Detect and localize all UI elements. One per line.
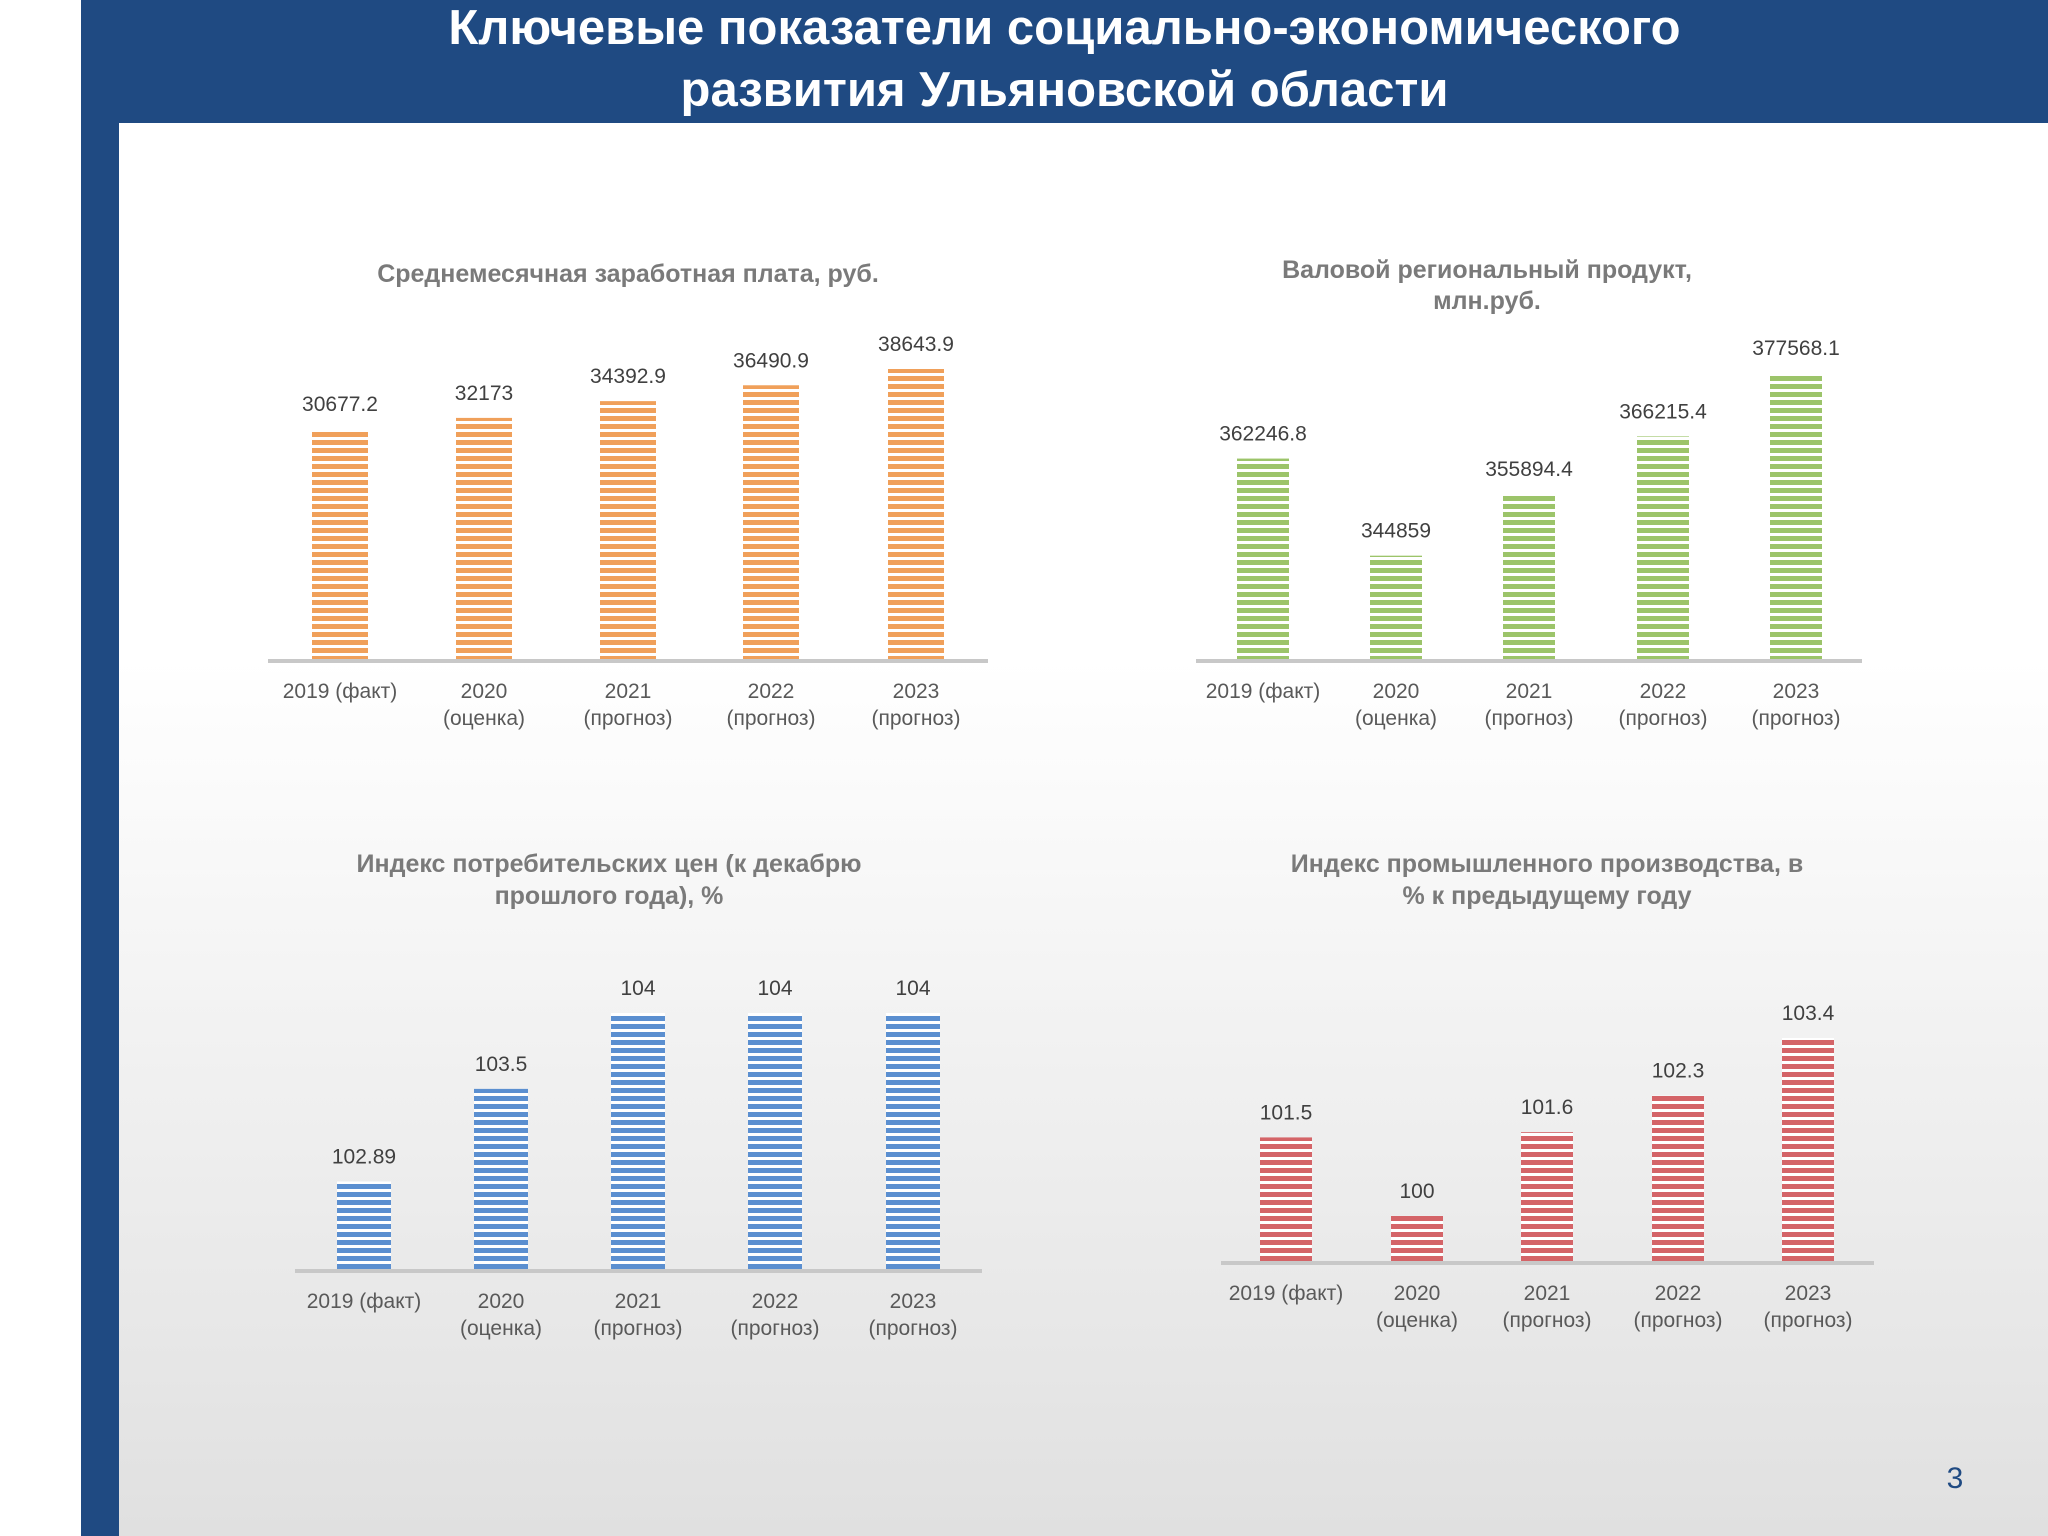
chart-1-value-label-1: 30677.2 bbox=[302, 393, 378, 416]
chart-2-bar-2 bbox=[1370, 555, 1422, 661]
chart-1-tick-label-4-line-1: 2022 bbox=[748, 680, 795, 703]
header-bar bbox=[81, 0, 2048, 123]
chart-2-tick-label-4-line-1: 2022 bbox=[1640, 680, 1687, 703]
chart-2-value-label-1: 362246.8 bbox=[1219, 423, 1307, 446]
chart-3-value-label-1: 102.89 bbox=[332, 1145, 396, 1168]
page-number: 3 bbox=[1946, 1462, 1964, 1495]
chart-3-bar-3 bbox=[611, 1013, 665, 1271]
chart-2-value-label-2: 344859 bbox=[1361, 520, 1431, 543]
chart-4-tick-label-4-line-1: 2022 bbox=[1655, 1282, 1702, 1305]
chart-4-value-label-3: 101.6 bbox=[1521, 1096, 1574, 1119]
chart-1-bar-3 bbox=[600, 401, 656, 661]
chart-1-tick-label-2-line-1: 2020 bbox=[461, 680, 508, 703]
chart-3-tick-label-2-line-1: 2020 bbox=[478, 1290, 525, 1313]
chart-4-tick-label-5-line-2: (прогноз) bbox=[1763, 1309, 1852, 1332]
chart-3-tick-label-5-line-2: (прогноз) bbox=[868, 1317, 957, 1340]
chart-2-tick-label-5-line-1: 2023 bbox=[1773, 680, 1820, 703]
left-accent-bar bbox=[81, 0, 119, 1536]
chart-4-bar-5 bbox=[1782, 1038, 1834, 1263]
chart-3-value-label-4: 104 bbox=[757, 977, 792, 1000]
chart-4-bar-2 bbox=[1391, 1215, 1443, 1263]
chart-3-tick-label-1: 2019 (факт) bbox=[307, 1290, 422, 1313]
chart-1-bar-5 bbox=[888, 369, 944, 661]
chart-1-value-label-5: 38643.9 bbox=[878, 333, 954, 356]
chart-4-tick-label-3-line-1: 2021 bbox=[1524, 1282, 1571, 1305]
chart-3-tick-label-4-line-2: (прогноз) bbox=[730, 1317, 819, 1340]
chart-1-tick-label-3-line-1: 2021 bbox=[605, 680, 652, 703]
chart-3-tick-label-5-line-1: 2023 bbox=[890, 1290, 937, 1313]
chart-2: Валовой региональный продукт, млн.руб. 362… bbox=[1196, 256, 1862, 730]
chart-2-value-label-4: 366215.4 bbox=[1619, 400, 1707, 423]
chart-4-value-label-4: 102.3 bbox=[1652, 1060, 1705, 1083]
page-title-line-2: развития Ульяновской области bbox=[680, 63, 1449, 117]
chart-2-title-line-1: Валовой региональный продукт, bbox=[1282, 256, 1692, 284]
chart-3-bar-2 bbox=[474, 1088, 528, 1271]
chart-3-tick-label-3-line-2: (прогноз) bbox=[593, 1317, 682, 1340]
chart-2-tick-label-5-line-2: (прогноз) bbox=[1751, 707, 1840, 730]
content-area bbox=[119, 123, 2048, 1536]
chart-1-tick-label-3-line-2: (прогноз) bbox=[583, 707, 672, 730]
chart-2-tick-label-4-line-2: (прогноз) bbox=[1618, 707, 1707, 730]
chart-2-title-line-2: млн.руб. bbox=[1433, 287, 1541, 315]
chart-4-bar-3 bbox=[1521, 1132, 1573, 1263]
chart-2-bar-3 bbox=[1503, 494, 1555, 661]
chart-4-tick-label-3-line-2: (прогноз) bbox=[1502, 1309, 1591, 1332]
chart-2-tick-label-2-line-1: 2020 bbox=[1373, 680, 1420, 703]
chart-1-value-label-4: 36490.9 bbox=[733, 349, 809, 372]
chart-4: Индекс промышленного производства, в % к … bbox=[1221, 850, 1874, 1332]
chart-1-tick-label-5-line-2: (прогноз) bbox=[871, 707, 960, 730]
chart-1-tick-label-2-line-2: (оценка) bbox=[443, 707, 525, 730]
chart-3-value-label-5: 104 bbox=[895, 977, 930, 1000]
chart-1-value-label-2: 32173 bbox=[455, 382, 513, 405]
chart-3-title-line-1: Индекс потребительских цен (к декабрю bbox=[357, 850, 862, 878]
chart-4-tick-label-2-line-1: 2020 bbox=[1394, 1282, 1441, 1305]
chart-2-tick-label-3-line-1: 2021 bbox=[1506, 680, 1553, 703]
chart-1: Среднемесячная заработная плата, руб. 306… bbox=[268, 260, 988, 730]
chart-3-tick-label-2-line-2: (оценка) bbox=[460, 1317, 542, 1340]
chart-4-bar-4 bbox=[1652, 1095, 1704, 1263]
chart-3-value-label-2: 103.5 bbox=[475, 1053, 528, 1076]
chart-4-value-label-5: 103.4 bbox=[1782, 1002, 1835, 1025]
chart-2-tick-label-1: 2019 (факт) bbox=[1206, 680, 1321, 703]
chart-2-bar-5 bbox=[1770, 373, 1822, 661]
chart-4-bar-1 bbox=[1260, 1137, 1312, 1263]
chart-1-tick-label-4-line-2: (прогноз) bbox=[726, 707, 815, 730]
chart-4-tick-label-4-line-2: (прогноз) bbox=[1633, 1309, 1722, 1332]
chart-4-tick-label-1: 2019 (факт) bbox=[1229, 1282, 1344, 1305]
chart-1-tick-label-1: 2019 (факт) bbox=[283, 680, 398, 703]
chart-3-bar-4 bbox=[748, 1013, 802, 1271]
page-title-line-1: Ключевые показатели социально-экономичес… bbox=[448, 1, 1681, 55]
chart-4-tick-label-2-line-2: (оценка) bbox=[1376, 1309, 1458, 1332]
chart-1-bar-1 bbox=[312, 429, 368, 661]
chart-3-title-line-2: прошлого года), % bbox=[495, 882, 724, 910]
chart-3-bar-5 bbox=[886, 1013, 940, 1271]
chart-4-title-line-1: Индекс промышленного производства, в bbox=[1291, 850, 1803, 878]
chart-4-value-label-2: 100 bbox=[1399, 1180, 1434, 1203]
chart-3: Индекс потребительских цен (к декабрю про… bbox=[295, 850, 982, 1340]
chart-3-tick-label-3-line-1: 2021 bbox=[615, 1290, 662, 1313]
chart-2-tick-label-3-line-2: (прогноз) bbox=[1484, 707, 1573, 730]
chart-3-value-label-3: 104 bbox=[620, 977, 655, 1000]
chart-3-bar-1 bbox=[337, 1181, 391, 1271]
chart-1-value-label-3: 34392.9 bbox=[590, 365, 666, 388]
chart-2-bar-1 bbox=[1237, 458, 1289, 661]
chart-2-tick-label-2-line-2: (оценка) bbox=[1355, 707, 1437, 730]
chart-3-tick-label-4-line-1: 2022 bbox=[752, 1290, 799, 1313]
chart-1-bar-2 bbox=[456, 417, 512, 661]
chart-4-title-line-2: % к предыдущему году bbox=[1403, 882, 1692, 910]
chart-1-tick-label-5-line-1: 2023 bbox=[893, 680, 940, 703]
chart-1-title-line-1: Среднемесячная заработная плата, руб. bbox=[377, 260, 879, 288]
chart-4-value-label-1: 101.5 bbox=[1260, 1101, 1313, 1124]
chart-2-value-label-3: 355894.4 bbox=[1485, 458, 1573, 481]
chart-2-bar-4 bbox=[1637, 436, 1689, 661]
chart-2-value-label-5: 377568.1 bbox=[1752, 337, 1840, 360]
chart-4-tick-label-5-line-1: 2023 bbox=[1785, 1282, 1832, 1305]
chart-1-bar-4 bbox=[743, 385, 799, 661]
